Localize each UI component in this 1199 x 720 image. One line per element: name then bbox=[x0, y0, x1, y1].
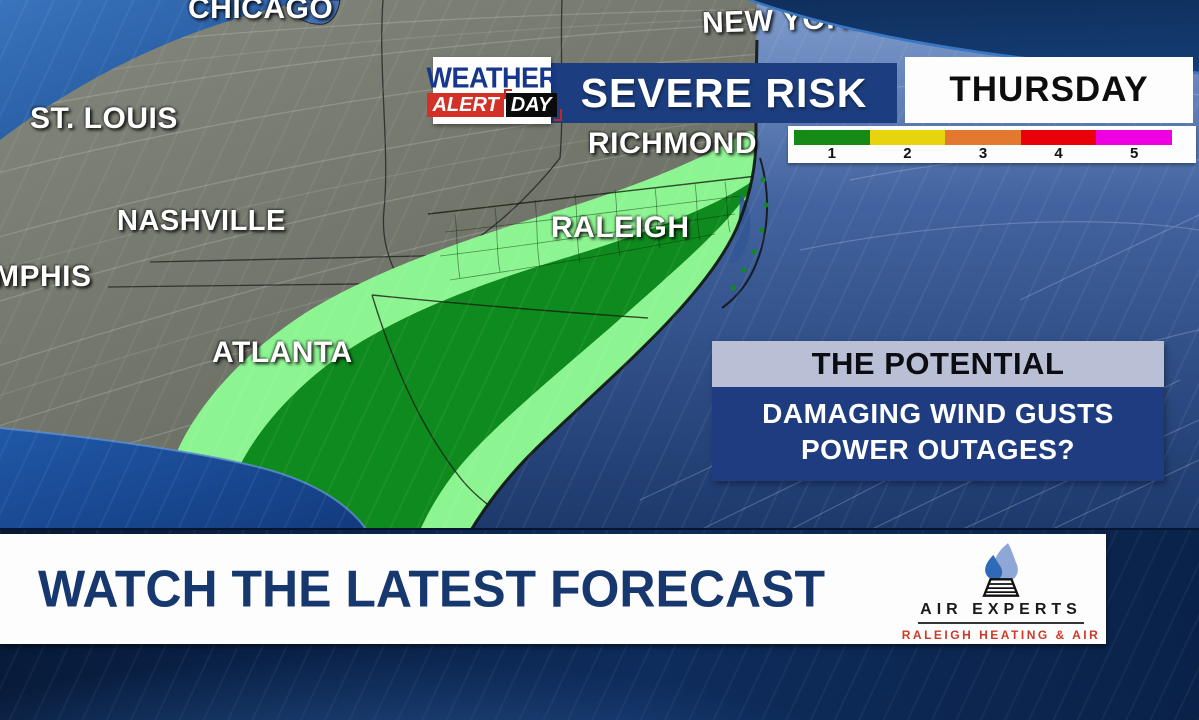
logo-day-chip: DAY bbox=[503, 88, 562, 121]
risk-number-1: 1 bbox=[827, 145, 836, 162]
day-box: THURSDAY bbox=[905, 57, 1193, 123]
coastline bbox=[466, 39, 759, 535]
lower-third-banner: WATCH THE LATEST FORECAST AIR EXPERTS RA… bbox=[0, 534, 1106, 644]
city-label-nashville: NASHVILLE bbox=[117, 205, 286, 237]
day-label: THURSDAY bbox=[949, 70, 1149, 109]
logo-alert-chip: ALERT bbox=[427, 92, 504, 117]
borders-over-green bbox=[371, 175, 758, 509]
outer-banks bbox=[721, 157, 769, 309]
city-label-raleigh: RALEIGH bbox=[551, 211, 690, 244]
risk-segment-5 bbox=[1096, 130, 1172, 145]
potential-panel: THE POTENTIAL DAMAGING WIND GUSTS POWER … bbox=[712, 341, 1164, 481]
sponsor-name: AIR EXPERTS bbox=[918, 599, 1084, 624]
risk-segment-2 bbox=[869, 130, 946, 145]
risk-number-2: 2 bbox=[903, 145, 912, 162]
weather-alert-day-logo: WEATHER ALERT DAY bbox=[427, 57, 562, 124]
lower-third-headline: WATCH THE LATEST FORECAST bbox=[38, 559, 825, 619]
flame-vent-icon bbox=[982, 543, 1020, 597]
risk-segment-3 bbox=[945, 130, 1021, 145]
severe-risk-title: SEVERE RISK bbox=[580, 69, 868, 116]
barrier-islands bbox=[730, 177, 769, 291]
potential-line-1: DAMAGING WIND GUSTS bbox=[762, 398, 1114, 429]
sponsor-tagline: RALEIGH HEATING & AIR bbox=[901, 628, 1101, 642]
risk-segment-1 bbox=[794, 130, 870, 145]
logo-weather-text: WEATHER bbox=[426, 61, 559, 94]
potential-title: THE POTENTIAL bbox=[712, 341, 1164, 387]
risk-number-3: 3 bbox=[978, 145, 988, 162]
city-label-atlanta: ATLANTA bbox=[212, 336, 353, 369]
risk-number-5: 5 bbox=[1130, 145, 1139, 162]
risk-scale-bar bbox=[794, 130, 1172, 145]
risk-band-dark bbox=[219, 178, 757, 535]
potential-body: DAMAGING WIND GUSTS POWER OUTAGES? bbox=[712, 387, 1164, 481]
city-label-memphis: MPHIS bbox=[0, 260, 92, 293]
pamlico-sound bbox=[728, 195, 751, 264]
risk-segment-4 bbox=[1020, 130, 1097, 145]
city-label-richmond: RICHMOND bbox=[588, 127, 757, 160]
potential-line-2: POWER OUTAGES? bbox=[800, 434, 1076, 465]
severe-risk-banner: SEVERE RISK bbox=[551, 63, 897, 123]
swoosh-edge-highlight bbox=[0, 427, 371, 535]
county-lines bbox=[439, 181, 741, 281]
risk-number-4: 4 bbox=[1054, 145, 1063, 162]
risk-scale: 1 2 3 4 5 bbox=[788, 126, 1196, 163]
city-label-chicago: CHICAGO bbox=[188, 0, 334, 25]
risk-scale-numbers: 1 2 3 4 5 bbox=[794, 145, 1172, 162]
corner-swoosh-top-left bbox=[0, 0, 310, 140]
corner-swoosh-bottom-left bbox=[0, 428, 370, 535]
lake-michigan bbox=[281, 0, 341, 25]
city-label-st-louis: ST. LOUIS bbox=[30, 102, 178, 135]
sponsor-logo: AIR EXPERTS RALEIGH HEATING & AIR bbox=[902, 536, 1098, 649]
